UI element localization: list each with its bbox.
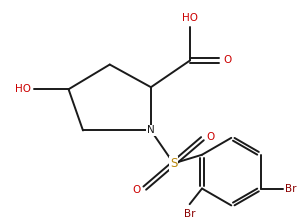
Text: O: O <box>207 132 215 142</box>
Text: O: O <box>132 185 141 195</box>
Text: Br: Br <box>285 183 297 194</box>
Text: HO: HO <box>16 84 32 94</box>
Text: N: N <box>147 126 155 135</box>
Text: Br: Br <box>184 209 196 219</box>
Text: O: O <box>224 55 232 65</box>
Text: S: S <box>170 157 177 170</box>
Text: HO: HO <box>182 13 198 23</box>
